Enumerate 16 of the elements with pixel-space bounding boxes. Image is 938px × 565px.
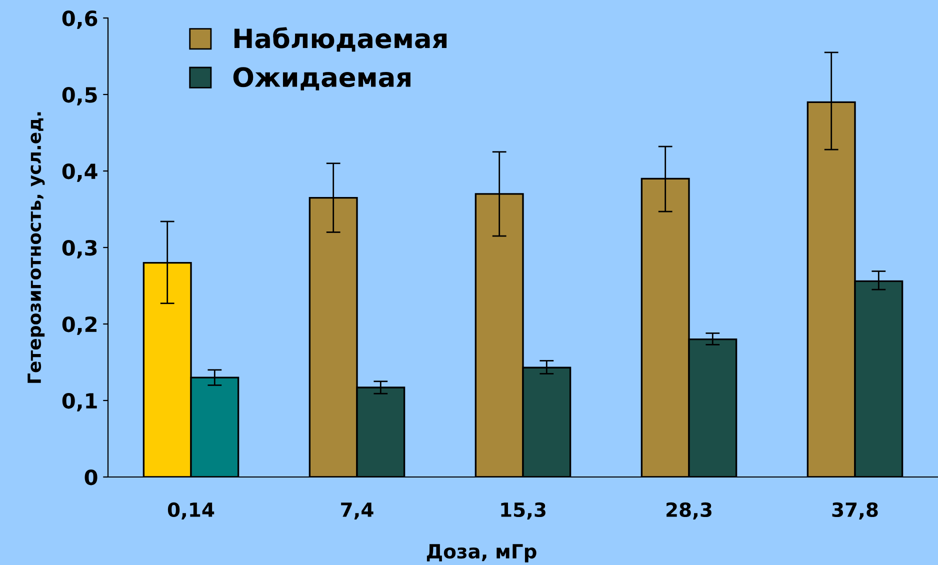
x-tick-label: 7,4 xyxy=(341,502,374,520)
y-tick-label: 0 xyxy=(84,469,98,486)
legend-label: Наблюдаемая xyxy=(234,27,447,52)
y-tick-label: 0,2 xyxy=(62,316,96,335)
y-tick-label: 0,5 xyxy=(62,86,97,106)
x-axis-title: Доза, мГр xyxy=(426,544,536,562)
x-tick-label: 0,14 xyxy=(168,502,214,520)
x-tick-label: 28,3 xyxy=(666,502,712,520)
y-tick-label: 0,6 xyxy=(62,10,98,29)
x-tick-label: 37,8 xyxy=(832,502,878,520)
legend-label: Ожидаемая xyxy=(233,67,410,90)
y-axis-title: Гетерозиготность, усл.ед. xyxy=(28,112,45,383)
x-tick-label: 15,3 xyxy=(501,502,546,520)
y-tick-label: 0,4 xyxy=(62,163,98,182)
y-tick-label: 0,3 xyxy=(62,240,97,258)
y-tick-label: 0,1 xyxy=(62,392,97,412)
